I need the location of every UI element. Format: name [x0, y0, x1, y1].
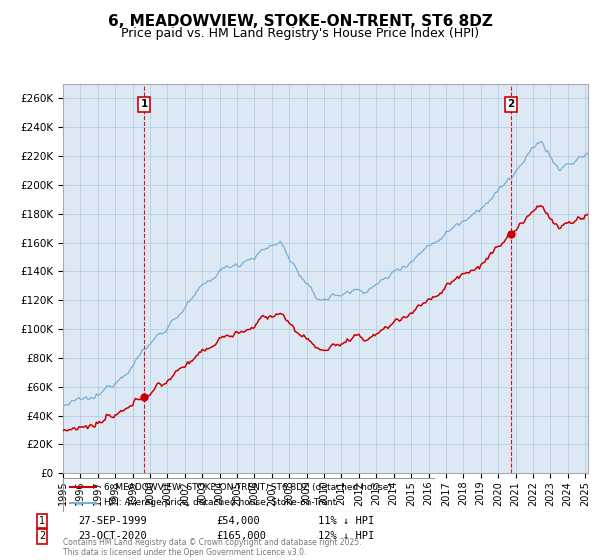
Text: HPI: Average price, detached house, Stoke-on-Trent: HPI: Average price, detached house, Stok…	[104, 498, 336, 507]
Text: Contains HM Land Registry data © Crown copyright and database right 2025.
This d: Contains HM Land Registry data © Crown c…	[63, 538, 361, 557]
Text: £54,000: £54,000	[216, 516, 260, 526]
Text: 2: 2	[39, 531, 45, 542]
Text: 2: 2	[508, 99, 515, 109]
Text: 23-OCT-2020: 23-OCT-2020	[78, 531, 147, 542]
Text: £165,000: £165,000	[216, 531, 266, 542]
Text: 1: 1	[39, 516, 45, 526]
Text: Price paid vs. HM Land Registry's House Price Index (HPI): Price paid vs. HM Land Registry's House …	[121, 27, 479, 40]
Text: 1: 1	[140, 99, 148, 109]
Text: 6, MEADOWVIEW, STOKE-ON-TRENT, ST6 8DZ: 6, MEADOWVIEW, STOKE-ON-TRENT, ST6 8DZ	[107, 14, 493, 29]
Text: 27-SEP-1999: 27-SEP-1999	[78, 516, 147, 526]
Text: 11% ↓ HPI: 11% ↓ HPI	[318, 516, 374, 526]
Text: 12% ↓ HPI: 12% ↓ HPI	[318, 531, 374, 542]
Text: 6, MEADOWVIEW, STOKE-ON-TRENT, ST6 8DZ (detached house): 6, MEADOWVIEW, STOKE-ON-TRENT, ST6 8DZ (…	[104, 483, 392, 492]
